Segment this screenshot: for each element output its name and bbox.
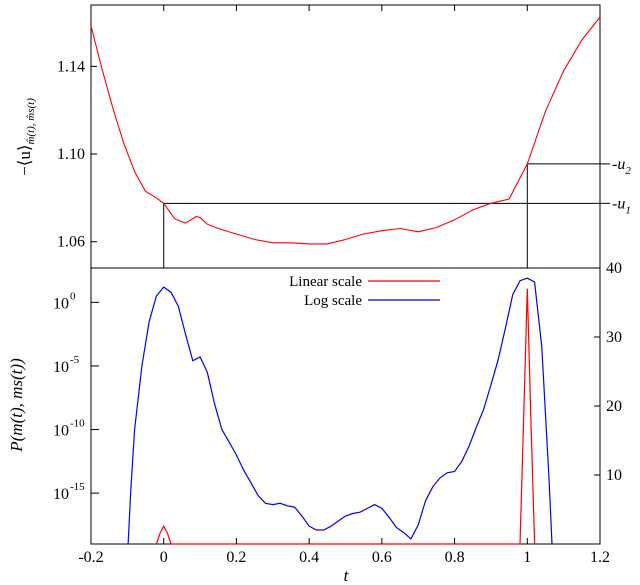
- log-tick-label: 10: [53, 295, 69, 312]
- x-ticks: -0.2 0 0.2 0.4 0.6 0.8 1 1.2: [78, 5, 610, 566]
- right-tick-label: 10: [606, 467, 622, 484]
- log-tick-label: 10: [53, 423, 69, 440]
- legend-label-linear: Linear scale: [289, 274, 362, 290]
- top-y-ticks: 1.06 1.10 1.14: [57, 58, 97, 251]
- bottom-y-axis-label: P(m(t), ms(t)): [7, 358, 26, 453]
- x-axis-label: t: [344, 566, 350, 585]
- top-panel: 1.06 1.10 1.14 -u2 -u1 −⟨u⟩m̂(t), m̂s(t): [15, 4, 631, 269]
- top-plot-frame: [90, 4, 601, 269]
- legend: Linear scale Log scale: [289, 274, 440, 309]
- right-label-u2: -u2: [612, 156, 631, 177]
- xtick-label: 1.2: [590, 549, 610, 566]
- top-y-axis-label: −⟨u⟩m̂(t), m̂s(t): [15, 98, 37, 176]
- legend-label-log: Log scale: [304, 293, 362, 309]
- xtick-label: 0.6: [372, 549, 392, 566]
- log-tick-exponent: -15: [70, 481, 85, 493]
- top-ytick-label: 1.14: [57, 58, 85, 75]
- top-guides: [163, 163, 610, 268]
- top-ytick-label: 1.10: [57, 146, 85, 163]
- xtick-label: 1: [523, 549, 531, 566]
- right-tick-label: 40: [606, 260, 622, 277]
- right-tick-label: 30: [606, 329, 622, 346]
- xtick-label: 0: [160, 549, 168, 566]
- log-tick-exponent: 0: [70, 290, 76, 302]
- top-mean-energy-line: [90, 16, 601, 245]
- right-tick-label: 20: [606, 398, 622, 415]
- xtick-label: -0.2: [78, 549, 103, 566]
- right-label-u1: -u1: [612, 195, 631, 216]
- log-scale-line: [127, 277, 553, 545]
- top-ytick-label: 1.06: [57, 234, 85, 251]
- log-tick-label: 10: [53, 486, 69, 503]
- log-tick-label: 10: [53, 359, 69, 376]
- xtick-label: 0.2: [226, 549, 246, 566]
- xtick-label: 0.8: [445, 549, 465, 566]
- top-right-labels: -u2 -u1: [612, 156, 631, 216]
- log-tick-exponent: -10: [70, 418, 85, 430]
- xtick-label: 0.4: [299, 549, 319, 566]
- linear-scale-line: [155, 288, 536, 545]
- right-linear-ticks: 10 20 30 40: [594, 260, 622, 484]
- log-tick-exponent: -5: [70, 354, 80, 366]
